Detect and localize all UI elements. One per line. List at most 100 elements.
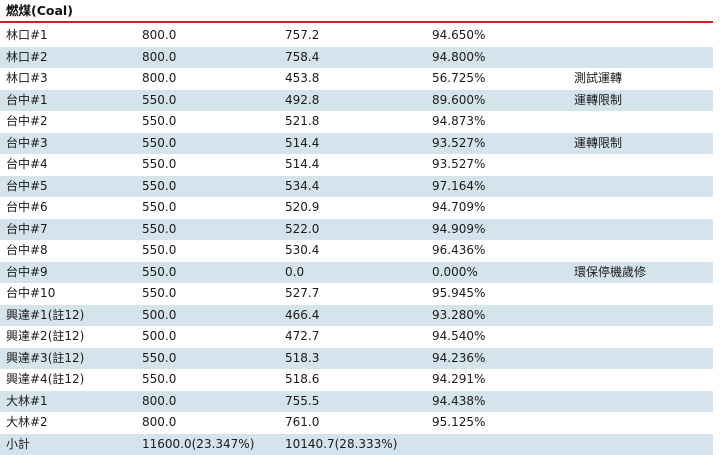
net-output-cell: 10140.7(28.333%) [285,434,432,455]
net-output-cell: 527.7 [285,283,432,305]
unit-name-cell: 台中#10 [0,283,142,305]
net-output-cell: 0.0 [285,262,432,284]
capacity-cell: 500.0 [142,326,285,348]
output-rate-cell: 94.236% [432,348,574,370]
unit-name-cell: 林口#2 [0,47,142,69]
output-rate-cell: 93.527% [432,133,574,155]
capacity-cell: 550.0 [142,176,285,198]
output-rate-cell: 94.800% [432,47,574,69]
capacity-cell: 550.0 [142,240,285,262]
capacity-cell: 800.0 [142,391,285,413]
output-rate-cell: 89.600% [432,90,574,112]
net-output-cell: 521.8 [285,111,432,133]
output-rate-cell: 94.909% [432,219,574,241]
remark-cell: 環保停機歲修 [574,262,713,284]
unit-name-cell: 台中#6 [0,197,142,219]
remark-cell: 運轉限制 [574,90,713,112]
unit-name-cell: 林口#3 [0,68,142,90]
unit-name-cell: 台中#3 [0,133,142,155]
output-rate-cell: 56.725% [432,68,574,90]
remark-cell [574,369,713,391]
unit-name-cell: 台中#4 [0,154,142,176]
output-rate-cell: 95.945% [432,283,574,305]
capacity-cell: 550.0 [142,369,285,391]
net-output-cell: 518.6 [285,369,432,391]
output-rate-cell: 94.873% [432,111,574,133]
net-output-cell: 761.0 [285,412,432,434]
unit-name-cell: 台中#5 [0,176,142,198]
capacity-cell: 11600.0(23.347%) [142,434,285,455]
output-rate-cell: 94.709% [432,197,574,219]
remark-cell [574,176,713,198]
unit-name-cell: 台中#2 [0,111,142,133]
capacity-cell: 800.0 [142,68,285,90]
net-output-cell: 522.0 [285,219,432,241]
remark-cell [574,283,713,305]
net-output-cell: 472.7 [285,326,432,348]
unit-name-cell: 台中#7 [0,219,142,241]
unit-name-cell: 興達#3(註12) [0,348,142,370]
net-output-cell: 492.8 [285,90,432,112]
output-rate-cell: 94.540% [432,326,574,348]
net-output-cell: 534.4 [285,176,432,198]
capacity-cell: 800.0 [142,47,285,69]
unit-name-cell: 小計 [0,434,142,455]
remark-cell [574,47,713,69]
net-output-cell: 758.4 [285,47,432,69]
capacity-cell: 550.0 [142,348,285,370]
net-output-cell: 453.8 [285,68,432,90]
net-output-cell: 530.4 [285,240,432,262]
capacity-cell: 550.0 [142,283,285,305]
net-output-cell: 520.9 [285,197,432,219]
remark-cell [574,111,713,133]
capacity-cell: 550.0 [142,219,285,241]
remark-cell [574,305,713,327]
net-output-cell: 514.4 [285,154,432,176]
output-rate-cell: 94.291% [432,369,574,391]
remark-cell [574,434,713,455]
remark-cell [574,412,713,434]
output-rate-cell [432,434,574,455]
unit-name-cell: 林口#1 [0,25,142,47]
capacity-cell: 500.0 [142,305,285,327]
capacity-cell: 800.0 [142,412,285,434]
output-rate-cell: 0.000% [432,262,574,284]
net-output-cell: 518.3 [285,348,432,370]
capacity-cell: 550.0 [142,111,285,133]
output-rate-cell: 94.650% [432,25,574,47]
output-rate-cell: 93.280% [432,305,574,327]
remark-cell [574,197,713,219]
remark-cell [574,25,713,47]
remark-cell [574,219,713,241]
remark-cell [574,348,713,370]
remark-cell [574,326,713,348]
capacity-cell: 550.0 [142,90,285,112]
unit-name-cell: 興達#1(註12) [0,305,142,327]
unit-name-cell: 大林#1 [0,391,142,413]
capacity-cell: 550.0 [142,262,285,284]
net-output-cell: 755.5 [285,391,432,413]
output-rate-cell: 96.436% [432,240,574,262]
unit-name-cell: 台中#8 [0,240,142,262]
capacity-cell: 550.0 [142,133,285,155]
net-output-cell: 514.4 [285,133,432,155]
unit-name-cell: 台中#9 [0,262,142,284]
capacity-cell: 550.0 [142,154,285,176]
remark-cell: 運轉限制 [574,133,713,155]
